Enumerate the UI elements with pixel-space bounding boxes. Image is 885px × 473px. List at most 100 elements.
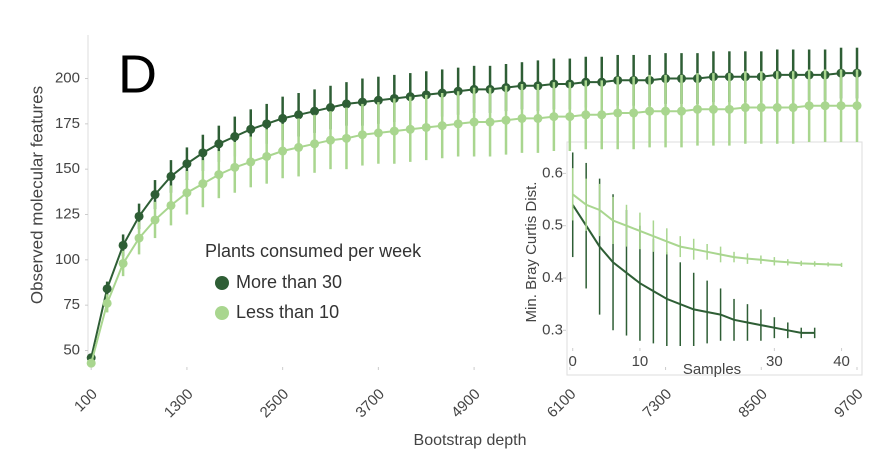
x-tick-label: 100	[71, 386, 101, 416]
marker	[326, 135, 336, 145]
marker	[724, 104, 734, 114]
marker	[294, 110, 304, 120]
marker	[262, 151, 272, 161]
y-axis-label: Observed molecular features	[27, 86, 46, 304]
marker	[294, 142, 304, 152]
x-tick-label: 3700	[352, 386, 388, 422]
marker	[278, 146, 288, 156]
marker	[198, 179, 208, 189]
x-tick-label: 6100	[544, 386, 580, 422]
marker	[533, 113, 543, 123]
marker	[102, 298, 112, 308]
marker	[788, 103, 798, 113]
marker	[708, 104, 718, 114]
marker	[118, 258, 128, 268]
x-tick-label: 4900	[448, 386, 484, 422]
marker	[453, 119, 463, 129]
legend-title: Plants consumed per week	[205, 241, 422, 261]
marker	[485, 117, 495, 127]
marker	[373, 128, 383, 138]
marker	[469, 117, 479, 127]
marker	[373, 95, 383, 105]
marker	[756, 103, 766, 113]
marker	[405, 124, 415, 134]
inset-x-axis-label: Samples	[683, 361, 741, 378]
marker	[357, 130, 367, 140]
y-tick-label: 175	[55, 115, 80, 132]
marker	[134, 233, 144, 243]
y-tick-label: 125	[55, 205, 80, 222]
marker	[613, 108, 623, 118]
marker	[198, 148, 208, 158]
marker	[661, 106, 671, 116]
series-line	[571, 204, 815, 334]
x-tick-label: 40	[833, 353, 850, 370]
marker	[341, 99, 351, 109]
marker	[150, 215, 160, 225]
marker	[341, 133, 351, 143]
marker	[246, 157, 256, 167]
marker	[166, 171, 176, 181]
y-tick-label: 0.6	[542, 164, 563, 181]
y-tick-label: 100	[55, 251, 80, 268]
marker	[166, 200, 176, 210]
marker	[836, 101, 846, 111]
marker	[246, 124, 256, 134]
marker	[692, 104, 702, 114]
marker	[740, 103, 750, 113]
marker	[629, 108, 639, 118]
inset-y-axis-label: Min. Bray Curtis Dist.	[523, 182, 540, 323]
marker	[581, 110, 591, 120]
y-tick-label: 200	[55, 69, 80, 86]
marker	[517, 113, 527, 123]
marker	[182, 159, 192, 169]
marker	[86, 358, 96, 368]
marker	[772, 103, 782, 113]
marker	[565, 112, 575, 122]
marker	[310, 139, 320, 149]
y-tick-label: 0.4	[542, 269, 563, 286]
x-axis-label: Bootstrap depth	[414, 432, 527, 449]
series-line	[572, 193, 842, 266]
marker	[501, 115, 511, 125]
x-tick-label: 7300	[640, 386, 676, 422]
x-tick-label: 8500	[735, 386, 771, 422]
marker	[357, 97, 367, 107]
marker	[278, 113, 288, 123]
marker	[437, 121, 447, 131]
legend-label: Less than 10	[236, 302, 339, 322]
y-tick-label: 50	[63, 341, 80, 358]
x-tick-label: 2500	[257, 386, 293, 422]
marker	[102, 284, 112, 294]
marker	[214, 139, 224, 149]
marker	[310, 106, 320, 116]
y-tick-label: 0.3	[542, 321, 563, 338]
marker	[549, 112, 559, 122]
x-tick-label: 10	[632, 353, 649, 370]
y-tick-label: 0.5	[542, 217, 563, 234]
x-tick-label: 0	[569, 353, 577, 370]
marker	[389, 126, 399, 136]
inset-frame	[566, 141, 863, 376]
marker	[421, 122, 431, 132]
marker	[852, 101, 862, 111]
x-tick-label: 30	[766, 353, 783, 370]
marker	[677, 106, 687, 116]
marker	[118, 240, 128, 250]
marker	[804, 101, 814, 111]
legend-label: More than 30	[236, 272, 342, 292]
marker	[326, 103, 336, 113]
panel-label: D	[118, 44, 157, 104]
marker	[150, 190, 160, 200]
marker	[182, 188, 192, 198]
marker	[134, 211, 144, 221]
marker	[262, 119, 272, 129]
marker	[230, 132, 240, 142]
marker	[230, 162, 240, 172]
marker	[645, 106, 655, 116]
x-tick-label: 1300	[161, 386, 197, 422]
marker	[597, 110, 607, 120]
marker	[820, 101, 830, 111]
